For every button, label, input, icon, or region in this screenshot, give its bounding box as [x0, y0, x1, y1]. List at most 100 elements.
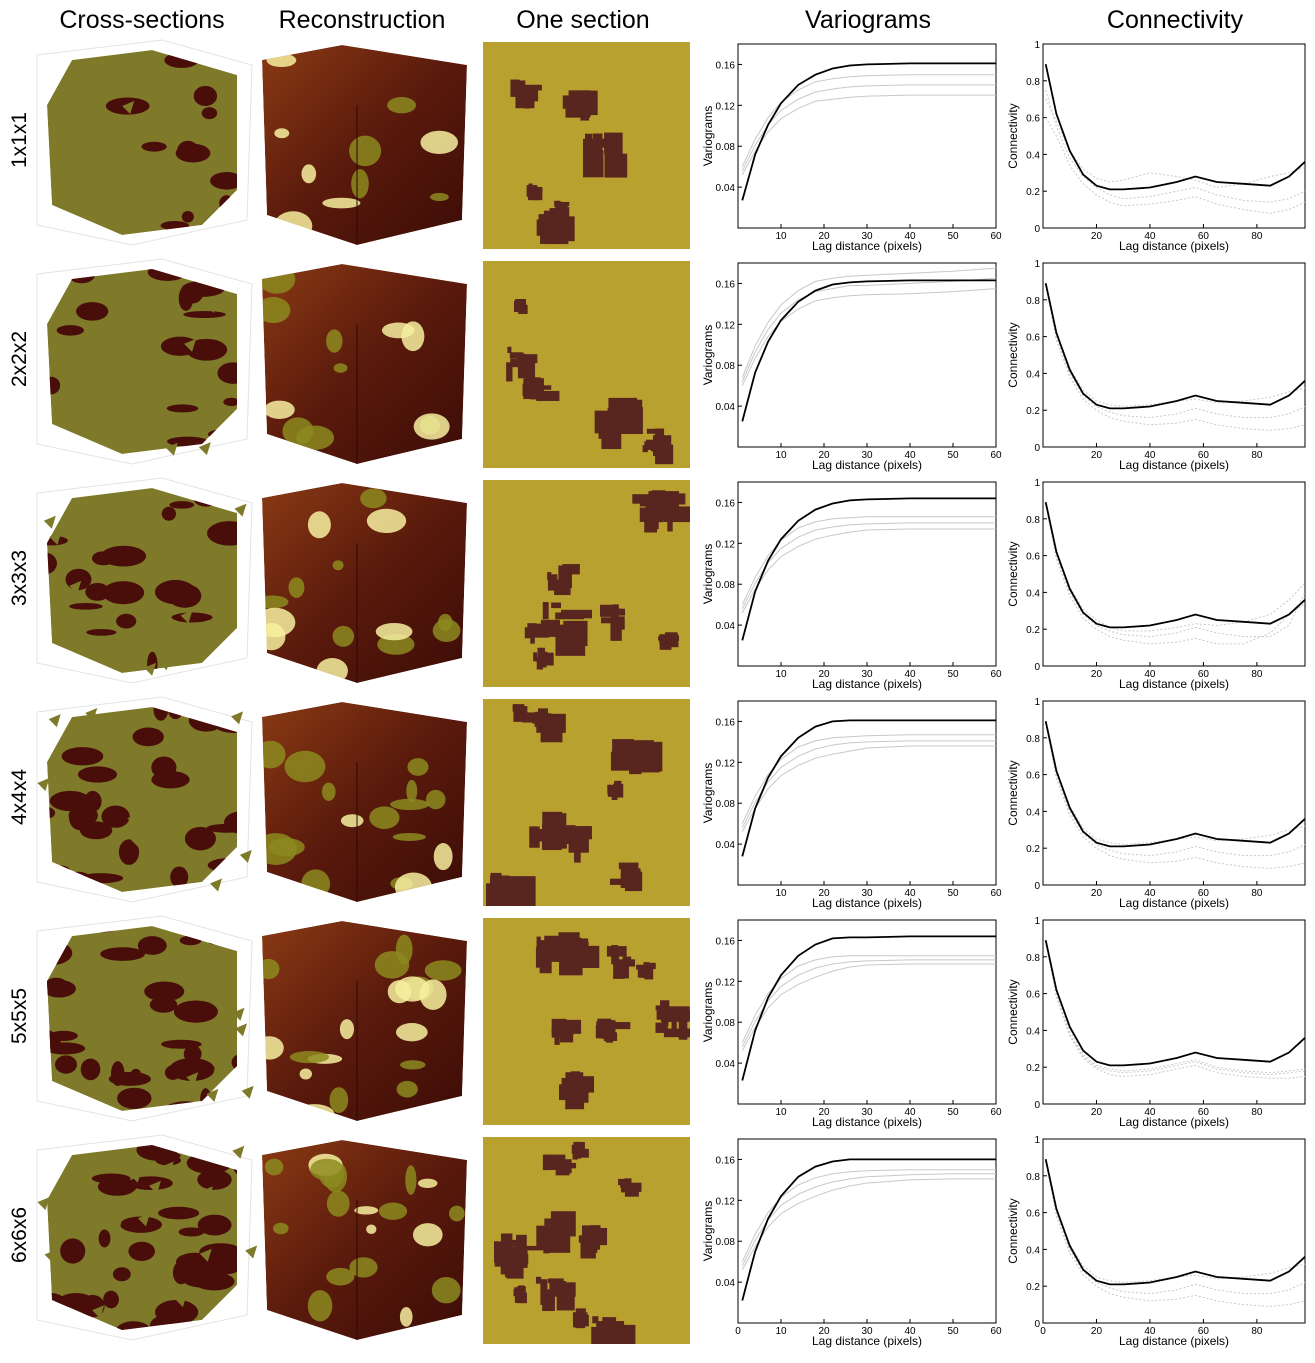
pore-patch — [262, 595, 289, 609]
facies-block — [572, 1148, 578, 1160]
data-line — [741, 734, 996, 824]
pore-patch — [406, 779, 418, 803]
x-tick-label: 60 — [990, 1107, 1002, 1118]
facies-blob — [186, 1152, 233, 1174]
facies-block — [555, 1161, 569, 1168]
plane-edge — [122, 101, 135, 115]
data-line — [1045, 1160, 1306, 1295]
facies-blob — [183, 310, 226, 319]
plane-edge — [126, 761, 139, 775]
cube — [262, 264, 467, 464]
x-tick-label: 20 — [818, 231, 830, 242]
pore-patch — [420, 130, 459, 155]
facies-block — [659, 634, 664, 645]
plane-edge — [101, 1207, 114, 1221]
plane-edge — [110, 1218, 123, 1232]
pore-patch — [310, 1158, 344, 1181]
facies-block — [602, 1317, 617, 1344]
facies-block — [606, 946, 627, 957]
x-tick-label: 30 — [861, 888, 873, 899]
cross-section-image — [36, 915, 254, 1122]
pore-patch — [332, 560, 344, 571]
y-tick-label: 0.6 — [1026, 552, 1040, 563]
facies-blob — [207, 521, 237, 546]
facies-block — [646, 428, 662, 434]
facies-blob — [220, 651, 237, 661]
y-tick-label: 0.12 — [716, 758, 736, 769]
cube-group — [262, 264, 467, 464]
y-tick-label: 0.08 — [716, 1237, 736, 1248]
plane-edge — [49, 531, 62, 545]
x-tick-label: 40 — [1144, 1326, 1156, 1337]
plot-frame — [1042, 262, 1306, 448]
plot-frame — [1042, 700, 1306, 886]
facies-block — [604, 153, 628, 178]
facies-block — [643, 962, 650, 974]
facies-block — [671, 1021, 677, 1034]
facies-block — [514, 300, 519, 313]
x-tick-label: 20 — [818, 1107, 830, 1118]
plane-edge — [37, 778, 50, 792]
facies-blob — [80, 1058, 101, 1081]
facies-block — [610, 619, 622, 641]
y-tick-label: 0.16 — [716, 1155, 736, 1166]
x-tick-label: 40 — [904, 450, 916, 461]
x-tick-label: 20 — [1091, 1326, 1103, 1337]
data-line — [1045, 1161, 1306, 1307]
facies-blob — [119, 1216, 163, 1233]
facies-blob — [101, 545, 147, 567]
facies-blob — [86, 629, 117, 636]
x-tick-label: 20 — [1091, 669, 1103, 680]
data-line — [1045, 117, 1306, 214]
pore-patch — [392, 832, 426, 841]
data-line — [1044, 283, 1306, 410]
facies-blob — [207, 858, 237, 873]
x-tick-label: 60 — [990, 450, 1002, 461]
facies-blob — [116, 613, 137, 629]
facies-blob — [101, 805, 130, 828]
data-line — [741, 516, 996, 605]
y-tick-label: 0.2 — [1026, 406, 1040, 417]
facies-blob — [206, 491, 237, 506]
pore-patch — [332, 625, 355, 647]
y-tick-label: 0.16 — [716, 717, 736, 728]
data-line — [1045, 722, 1306, 857]
pore-patch — [294, 1104, 335, 1121]
pore-patch — [396, 1080, 418, 1098]
facies-blob — [47, 1087, 52, 1102]
plane-edge — [110, 831, 123, 845]
facies-block — [603, 1032, 618, 1041]
facies-block — [601, 617, 625, 624]
facies-block — [547, 941, 559, 962]
facies-block — [504, 1253, 515, 1274]
plane-edge — [44, 1249, 57, 1263]
y-tick-label: 1 — [1034, 916, 1040, 927]
plane-edge — [174, 1293, 187, 1307]
row-label: 3x3x3 — [8, 550, 31, 606]
section-image — [483, 918, 690, 1125]
y-tick-label: 0.04 — [716, 183, 736, 194]
y-axis-label: Connectivity — [1006, 541, 1020, 606]
facies-block — [613, 963, 625, 979]
plane-edge — [95, 983, 108, 997]
plane-edge — [145, 1190, 158, 1204]
pore-patch — [395, 1023, 428, 1042]
y-tick-label: 1 — [1034, 697, 1040, 708]
plane-edge — [234, 503, 247, 517]
y-tick-label: 0 — [1034, 443, 1040, 454]
plane-edge — [119, 1305, 132, 1319]
data-line — [1045, 284, 1306, 419]
data-line — [741, 1158, 996, 1301]
x-axis-label: Lag distance (pixels) — [812, 239, 922, 253]
facies-block — [644, 441, 653, 450]
pore-patch — [349, 135, 382, 167]
row-label: 6x6x6 — [8, 1207, 31, 1263]
reconstruction-image — [262, 702, 467, 902]
facies-blob — [47, 219, 53, 231]
y-tick-label: 0.12 — [716, 1196, 736, 1207]
facies-blob — [128, 1176, 173, 1191]
plane-edge — [148, 960, 161, 974]
facies-block — [515, 84, 542, 91]
plane-edge — [85, 707, 98, 721]
data-line — [741, 963, 996, 1052]
